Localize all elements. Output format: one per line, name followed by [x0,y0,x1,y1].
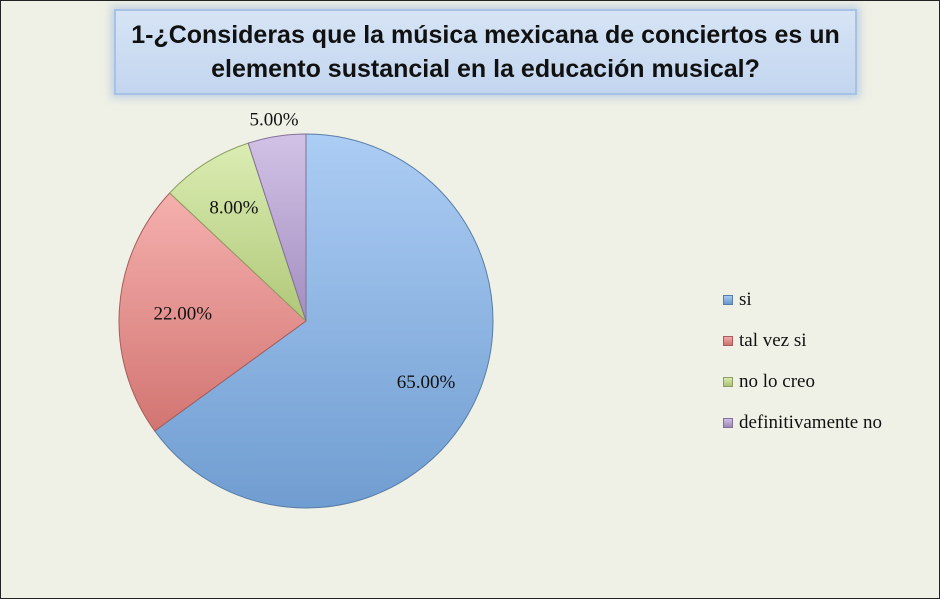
legend-swatch [723,417,733,428]
pie-slices [118,133,494,509]
pie-slice-tal-vez-si [118,192,307,432]
pie-slice-si [154,133,494,509]
pie-slice-definitivamente-no [247,133,307,322]
data-label-si: 65.00% [397,372,456,393]
chart-title: 1-¿Consideras que la música mexicana de … [131,21,840,83]
legend-label: tal vez si [739,329,807,351]
legend-item-no-lo-creo: no lo creo [723,361,882,402]
legend-item-tal-vez-si: tal vez si [723,320,882,361]
data-labels: 65.00% 22.00% 8.00% 5.00% [154,110,456,393]
legend-swatch [723,335,733,346]
legend-label: si [739,288,752,310]
data-label-definitivamente-no: 5.00% [250,110,299,131]
legend-swatch [723,376,733,387]
legend-label: no lo creo [739,370,815,392]
legend: si tal vez si no lo creo definitivamente no [723,279,882,443]
data-label-no-lo-creo: 8.00% [209,197,258,218]
data-label-tal-vez-si: 22.00% [154,303,213,324]
legend-label: definitivamente no [739,411,882,433]
pie-slice-no-lo-creo [168,142,307,322]
chart-title-box: 1-¿Consideras que la música mexicana de … [114,9,857,95]
legend-item-definitivamente-no: definitivamente no [723,402,882,443]
legend-item-si: si [723,279,882,320]
legend-swatch [723,294,733,305]
